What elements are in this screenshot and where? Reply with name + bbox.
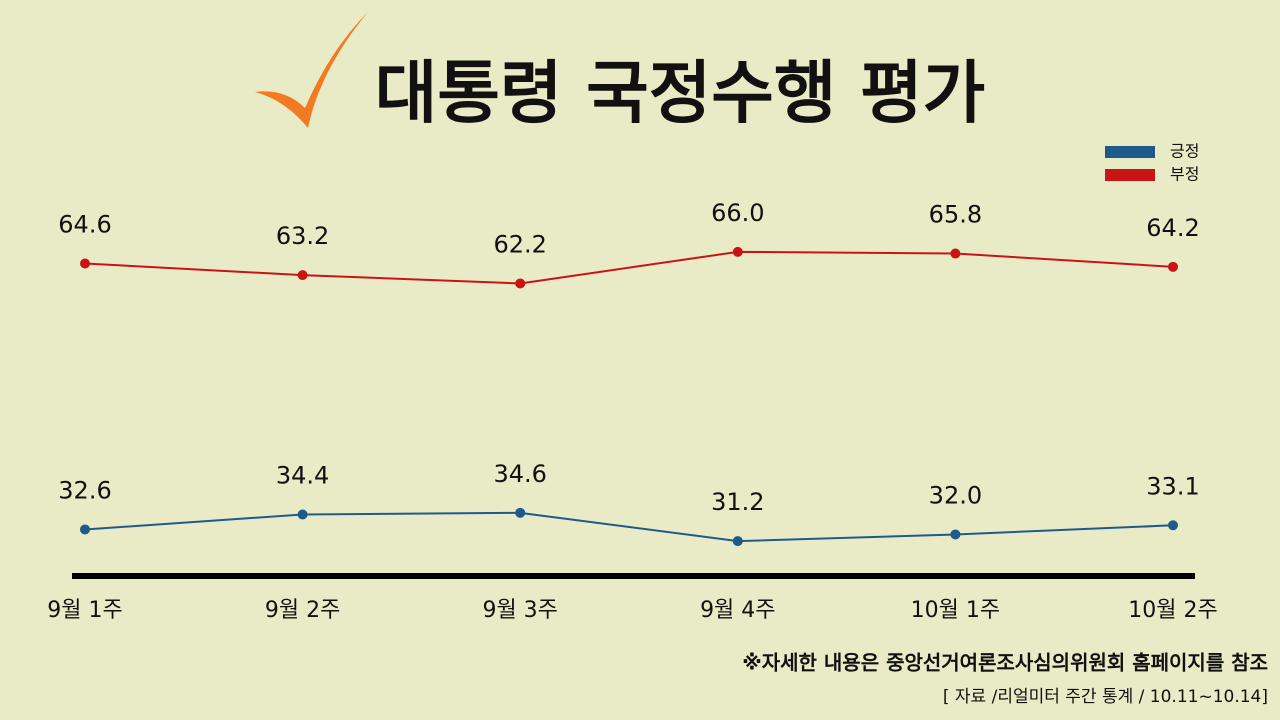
data-point (732, 246, 743, 257)
legend-label: 부정 (1170, 165, 1199, 184)
data-point (732, 536, 743, 547)
data-point (297, 509, 308, 520)
x-tick-label: 10월 2주 (1128, 598, 1217, 623)
data-label: 66.0 (711, 199, 764, 227)
data-label: 34.6 (493, 460, 546, 488)
chart-title: 대통령 국정수행 평가 (375, 55, 985, 134)
data-label: 32.6 (58, 476, 111, 504)
source-note: [ 자료 /리얼미터 주간 통계 / 10.11~10.14] (943, 687, 1268, 707)
data-point (950, 529, 961, 540)
data-label: 31.2 (711, 488, 764, 516)
data-label: 32.0 (929, 481, 982, 509)
data-label: 64.6 (58, 211, 111, 239)
check-icon (255, 12, 368, 128)
x-tick-label: 9월 4주 (700, 598, 775, 623)
series-line (84, 250, 1174, 285)
data-point (1168, 520, 1178, 531)
data-label: 63.2 (276, 222, 329, 250)
data-label: 62.2 (493, 230, 546, 258)
footnote: ※자세한 내용은 중앙선거여론조사심의위원회 홈페이지를 참조 (742, 651, 1268, 675)
data-label: 33.1 (1146, 472, 1199, 500)
legend-label: 긍정 (1170, 142, 1199, 161)
data-point (80, 258, 90, 269)
data-point (515, 507, 526, 518)
data-point (80, 524, 90, 535)
data-label: 65.8 (929, 201, 982, 229)
data-point (1168, 261, 1178, 272)
legend-swatch (1105, 146, 1155, 158)
data-point (950, 248, 961, 259)
series-line (84, 511, 1174, 543)
legend-swatch (1105, 169, 1155, 181)
x-tick-label: 9월 2주 (265, 598, 340, 623)
x-tick-label: 9월 3주 (482, 598, 557, 623)
data-label: 64.2 (1146, 214, 1199, 242)
x-tick-label: 9월 1주 (47, 598, 122, 623)
data-point (297, 270, 308, 281)
x-tick-label: 10월 1주 (911, 598, 1000, 623)
data-label: 34.4 (276, 461, 329, 489)
data-point (515, 278, 526, 289)
